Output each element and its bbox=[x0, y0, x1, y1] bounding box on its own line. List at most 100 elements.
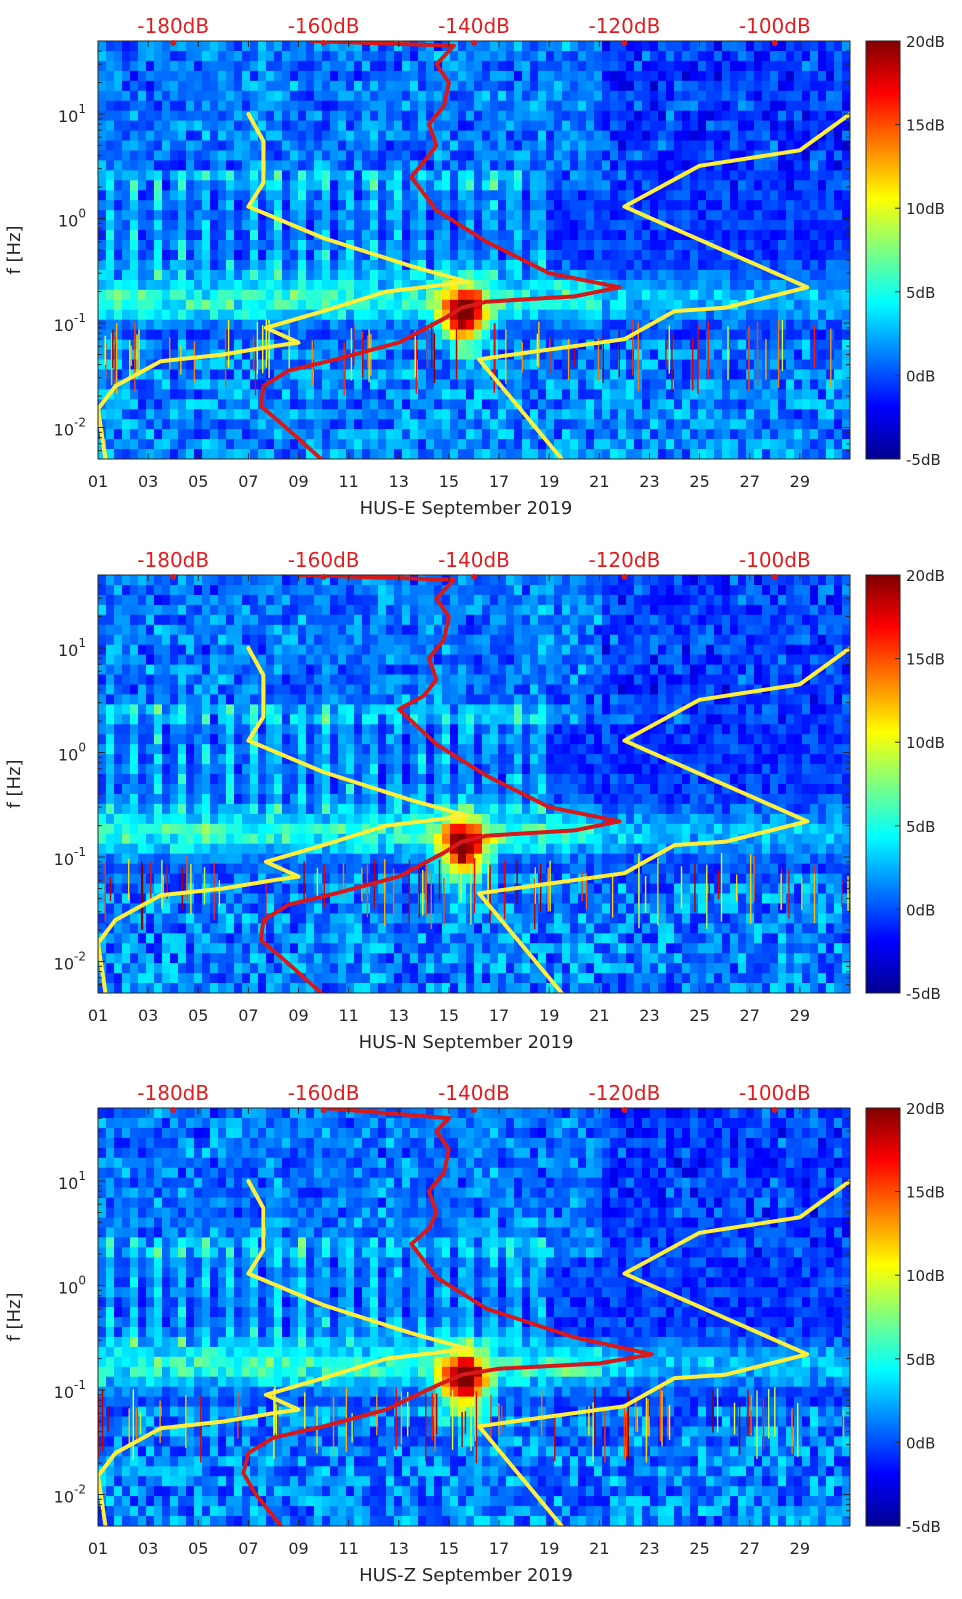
spectrogram-heatmap bbox=[98, 1108, 850, 1526]
x-tick-label: 25 bbox=[689, 1006, 709, 1025]
psd-curve bbox=[258, 41, 622, 459]
x-tick-label: 15 bbox=[439, 1539, 459, 1558]
top-db-marker bbox=[771, 574, 778, 580]
x-tick-label: 25 bbox=[689, 472, 709, 491]
y-tick-label: 101 bbox=[58, 102, 86, 126]
y-tick-label: 100 bbox=[58, 1274, 86, 1298]
top-db-marker bbox=[771, 1107, 778, 1113]
x-tick-label: 27 bbox=[740, 472, 760, 491]
x-tick-label: 03 bbox=[138, 1539, 158, 1558]
x-tick-label: 15 bbox=[439, 1006, 459, 1025]
x-tick-label: 17 bbox=[489, 472, 509, 491]
top-db-label: -160dB bbox=[288, 14, 360, 38]
x-tick-label: 21 bbox=[589, 1539, 609, 1558]
y-tick-label: 10-2 bbox=[54, 1483, 86, 1507]
top-db-label: -120dB bbox=[588, 1081, 660, 1105]
colorbar-tick-label: 20dB bbox=[906, 567, 945, 585]
colorbar-tick-label: 5dB bbox=[906, 1351, 935, 1369]
colorbar-tick-label: 0dB bbox=[906, 367, 935, 385]
x-tick-label: 01 bbox=[88, 1539, 108, 1558]
x-tick-label: 23 bbox=[639, 1539, 659, 1558]
x-tick-label: 29 bbox=[790, 1006, 810, 1025]
x-tick-label: 19 bbox=[539, 1539, 559, 1558]
colorbar-tick-label: 20dB bbox=[906, 33, 945, 51]
y-tick-label: 10-1 bbox=[54, 311, 86, 335]
spectrogram-panel: 01 03 05 07 09 11 13 15 17 19 21 23 25 27 29 HUS-E Sept… bbox=[4, 14, 945, 519]
x-tick-label: 03 bbox=[138, 1006, 158, 1025]
top-db-marker bbox=[170, 1107, 177, 1113]
top-db-marker bbox=[771, 40, 778, 46]
colorbar-tick-label: 15dB bbox=[906, 651, 945, 669]
top-db-label: -140dB bbox=[438, 548, 510, 572]
top-db-marker bbox=[320, 1107, 327, 1113]
y-axis-title: f [Hz] bbox=[4, 759, 25, 808]
x-tick-label: 19 bbox=[539, 1006, 559, 1025]
colorbar-tick-label: -5dB bbox=[906, 451, 941, 469]
x-tick-label: 29 bbox=[790, 1539, 810, 1558]
top-db-marker bbox=[170, 574, 177, 580]
top-db-marker bbox=[471, 1107, 477, 1113]
spectrogram-panel: 01 03 05 07 09 11 13 15 17 19 21 23 25 27 29 HUS-N Sept… bbox=[4, 548, 945, 1053]
colorbar: 20dB 15dB 10dB 5dB 0dB -5dB bbox=[865, 567, 945, 1003]
noise-model-curve bbox=[477, 112, 850, 459]
noise-model-curve bbox=[98, 646, 469, 993]
x-tick-label: 07 bbox=[238, 472, 258, 491]
y-tick-label: 101 bbox=[58, 636, 86, 660]
top-db-marker bbox=[320, 574, 327, 580]
x-tick-label: 29 bbox=[790, 472, 810, 491]
x-tick-label: 27 bbox=[740, 1006, 760, 1025]
top-db-label: -160dB bbox=[288, 548, 360, 572]
top-db-label: -180dB bbox=[137, 548, 209, 572]
colorbar: 20dB 15dB 10dB 5dB 0dB -5dB bbox=[865, 33, 945, 469]
noise-model-curve bbox=[98, 1179, 469, 1526]
top-db-label: -120dB bbox=[588, 548, 660, 572]
x-tick-label: 05 bbox=[188, 1539, 208, 1558]
top-db-marker bbox=[170, 40, 177, 46]
colorbar-tick-label: 10dB bbox=[906, 734, 945, 752]
top-db-marker bbox=[621, 574, 628, 580]
top-db-label: -120dB bbox=[588, 14, 660, 38]
x-tick-label: 05 bbox=[188, 472, 208, 491]
x-tick-label: 13 bbox=[389, 1539, 409, 1558]
top-db-marker bbox=[471, 40, 477, 46]
noise-model-curve bbox=[477, 646, 850, 993]
top-db-marker bbox=[621, 40, 628, 46]
colorbar-gradient bbox=[865, 1107, 901, 1527]
y-tick-label: 100 bbox=[58, 207, 86, 231]
x-tick-label: 11 bbox=[338, 1006, 358, 1025]
top-db-label: -160dB bbox=[288, 1081, 360, 1105]
x-tick-label: 17 bbox=[489, 1539, 509, 1558]
top-db-label: -140dB bbox=[438, 14, 510, 38]
colorbar-tick-label: -5dB bbox=[906, 1518, 941, 1536]
x-tick-label: 23 bbox=[639, 1006, 659, 1025]
x-tick-label: 25 bbox=[689, 1539, 709, 1558]
y-tick-label: 10-2 bbox=[54, 950, 86, 974]
psd-curve bbox=[258, 575, 622, 993]
x-axis-title: HUS-Z September 2019 bbox=[359, 1565, 573, 1586]
psd-curve bbox=[241, 1108, 654, 1526]
noise-model-curve bbox=[477, 1179, 850, 1526]
colorbar-tick-label: 15dB bbox=[906, 117, 945, 135]
x-tick-label: 13 bbox=[389, 1006, 409, 1025]
colorbar-tick-label: 0dB bbox=[906, 1434, 935, 1452]
x-tick-label: 13 bbox=[389, 472, 409, 491]
x-tick-label: 17 bbox=[489, 1006, 509, 1025]
colorbar-tick-label: 0dB bbox=[906, 901, 935, 919]
y-axis-title: f [Hz] bbox=[4, 1292, 25, 1341]
y-tick-label: 10-2 bbox=[54, 416, 86, 440]
spectrogram-panel: 01 03 05 07 09 11 13 15 17 19 21 23 25 27 29 HUS-Z Sept… bbox=[4, 1081, 945, 1586]
colorbar-tick-label: 15dB bbox=[906, 1184, 945, 1202]
x-tick-label: 27 bbox=[740, 1539, 760, 1558]
x-tick-label: 23 bbox=[639, 472, 659, 491]
y-tick-label: 10-1 bbox=[54, 1378, 86, 1402]
x-axis-title: HUS-E September 2019 bbox=[360, 498, 573, 519]
x-tick-label: 09 bbox=[288, 472, 308, 491]
x-tick-label: 07 bbox=[238, 1006, 258, 1025]
colorbar: 20dB 15dB 10dB 5dB 0dB -5dB bbox=[865, 1100, 945, 1536]
top-db-marker bbox=[471, 574, 477, 580]
x-tick-label: 19 bbox=[539, 472, 559, 491]
top-db-label: -100dB bbox=[739, 14, 811, 38]
spectrogram-heatmap bbox=[98, 41, 850, 459]
x-tick-label: 05 bbox=[188, 1006, 208, 1025]
